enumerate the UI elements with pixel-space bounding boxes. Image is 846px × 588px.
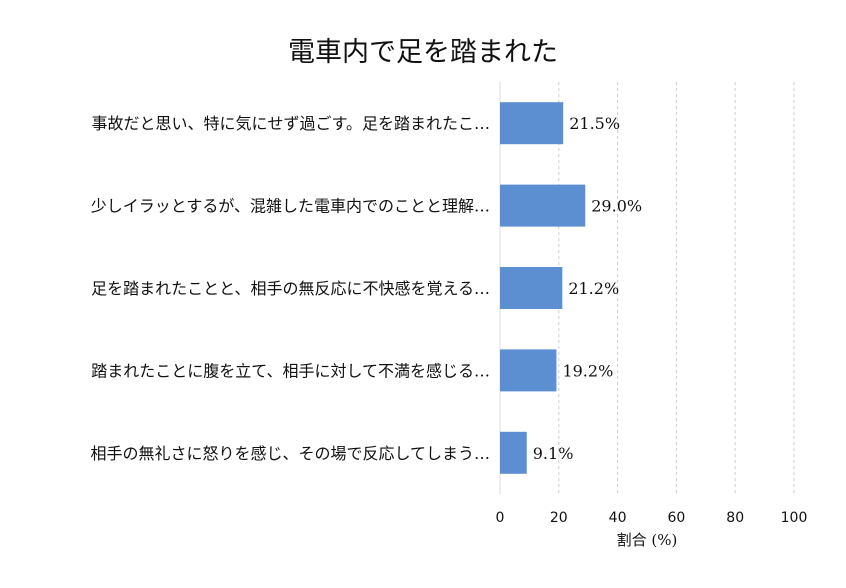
- value-label: 21.2%: [568, 279, 619, 298]
- value-labels: 21.5% 29.0% 21.2% 19.2% 9.1%: [533, 114, 642, 463]
- bar: [500, 102, 564, 145]
- x-tick-label: 0: [496, 510, 505, 526]
- x-tick-label: 60: [667, 510, 685, 526]
- bar: [500, 431, 527, 474]
- bar: [500, 267, 563, 309]
- category-label: 少しイラッとするが、混雑した電車内でのことと理解…: [91, 197, 490, 216]
- x-tick-label: 80: [726, 510, 744, 526]
- value-label: 21.5%: [569, 114, 620, 133]
- category-label: 踏まれたことに腹を立て、相手に対して不満を感じる…: [91, 361, 490, 380]
- category-labels: 事故だと思い、特に気にせず過ごす。足を踏まれたこ… 少しイラッとするが、混雑した電…: [90, 114, 490, 463]
- value-label: 29.0%: [591, 197, 642, 216]
- category-label: 事故だと思い、特に気にせず過ごす。足を踏まれたこ…: [91, 114, 490, 133]
- x-tick-label: 20: [550, 510, 568, 526]
- bar: [500, 184, 586, 227]
- bars: [500, 102, 586, 474]
- chart-title: 電車内で足を踏まれた: [288, 37, 558, 68]
- x-tick-label: 40: [609, 510, 627, 526]
- value-label: 19.2%: [562, 361, 613, 380]
- x-axis-title: 割合 (%): [617, 531, 678, 549]
- x-tick-label: 100: [781, 510, 808, 526]
- x-axis-ticks: 0 20 40 60 80 100: [496, 510, 808, 526]
- value-label: 9.1%: [533, 444, 574, 463]
- category-label: 相手の無礼さに怒りを感じ、その場で反応してしまう…: [90, 444, 490, 463]
- bar: [500, 349, 557, 392]
- category-label: 足を踏まれたことと、相手の無反応に不快感を覚える…: [91, 279, 490, 298]
